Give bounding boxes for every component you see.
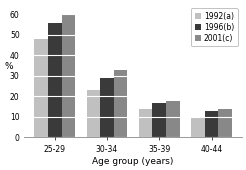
Bar [48,23,62,137]
Bar [114,70,127,137]
Bar [139,109,153,137]
X-axis label: Age group (years): Age group (years) [92,157,174,166]
Bar [218,109,232,137]
Bar [166,100,180,137]
Legend: 1992(a), 1996(b), 2001(c): 1992(a), 1996(b), 2001(c) [191,8,238,46]
Bar [34,39,48,137]
Y-axis label: %: % [4,62,13,71]
Bar [62,14,75,137]
Bar [87,90,100,137]
Bar [205,111,218,137]
Bar [100,78,114,137]
Bar [191,117,205,137]
Bar [153,103,166,137]
